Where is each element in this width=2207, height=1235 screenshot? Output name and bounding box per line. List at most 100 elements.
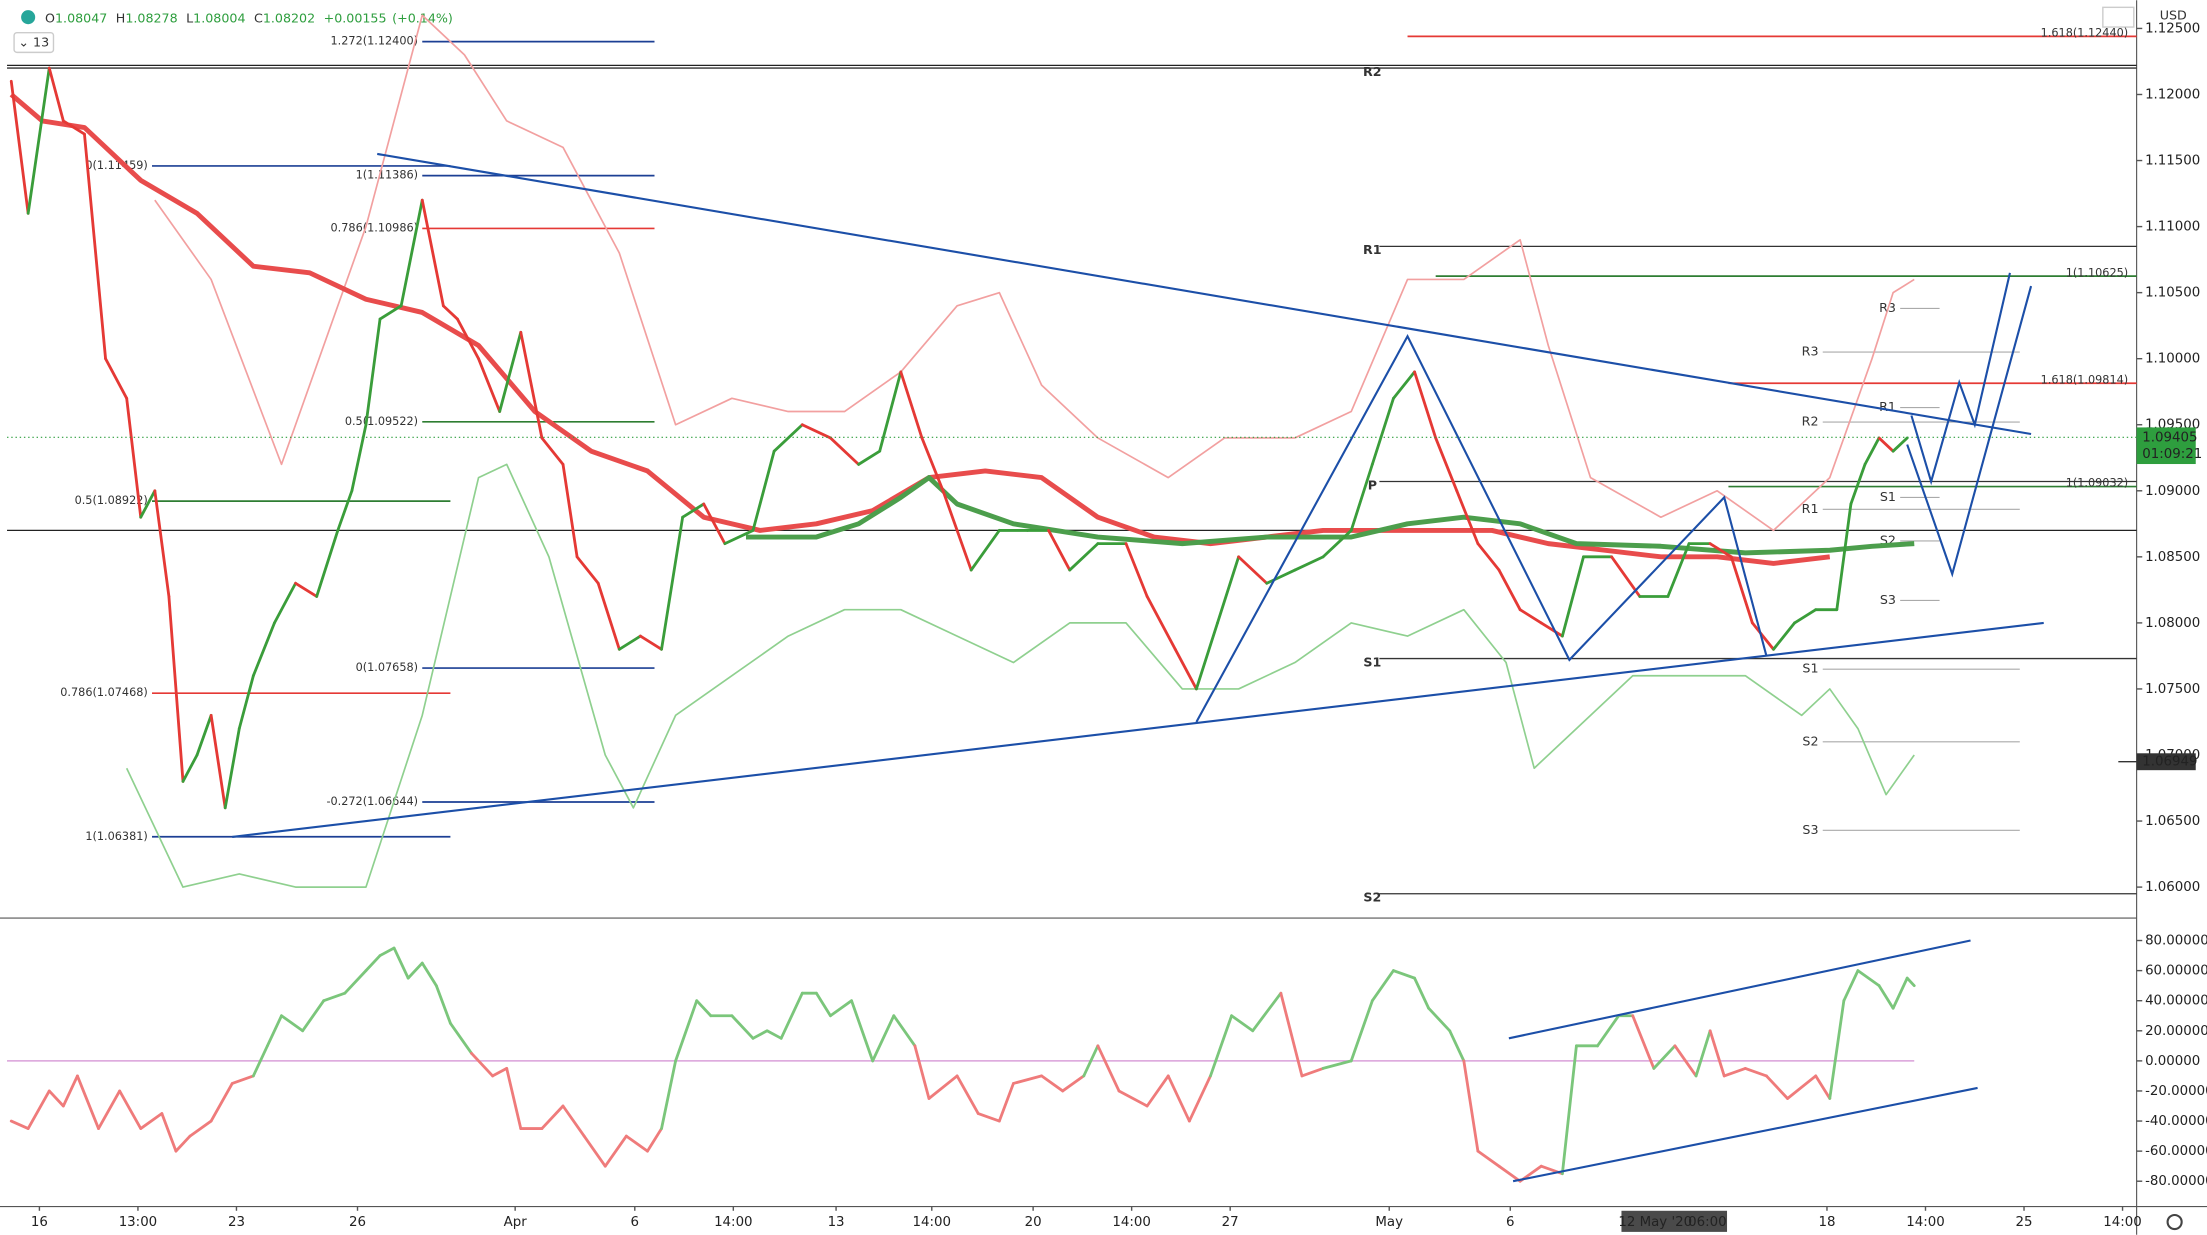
oscillator-segment: [266, 1014, 283, 1048]
oscillator-segment: [695, 999, 713, 1018]
ohlc-header: O1.08047 H1.08278 L1.08004 C1.08202 +0.00155…: [45, 10, 453, 25]
minor-pivot-label: S1: [1880, 489, 1896, 504]
x-tick-label: 14:00: [714, 1215, 753, 1230]
fib-label: 0(1.11459): [85, 159, 147, 172]
price-segment: [1560, 555, 1585, 638]
price-segment: [1047, 529, 1072, 572]
oscillator-segment: [420, 961, 438, 988]
price-segment: [639, 634, 663, 651]
price-segment: [364, 317, 382, 427]
oscillator-segment: [61, 1074, 79, 1108]
oscillator-segment: [1082, 1044, 1100, 1078]
oscillator-segment: [1413, 976, 1431, 1010]
oscillator-segment: [955, 1074, 980, 1115]
ohlc-value: 1.08004: [193, 10, 245, 25]
price-segment: [1666, 542, 1691, 598]
cursor-time: 06:00: [1688, 1215, 1727, 1230]
oscillator-segment: [188, 1119, 213, 1138]
oscillator-segment: [1370, 969, 1395, 1003]
oscillator-segment: [561, 1104, 586, 1138]
oscillator-segment: [1012, 1074, 1043, 1085]
ohlc-value: 1.08202: [263, 10, 315, 25]
oscillator-segment: [392, 946, 410, 980]
fib-label: 0.5(1.09522): [345, 415, 418, 428]
x-tick-label: 14:00: [913, 1215, 952, 1230]
oscillator-segment: [364, 954, 382, 973]
price-segment: [1321, 529, 1353, 559]
x-tick-label: 14:00: [1112, 1215, 1151, 1230]
price-segment: [660, 515, 685, 651]
price-segment: [139, 489, 157, 519]
price-segment: [1293, 555, 1325, 572]
oscillator-segment: [1786, 1074, 1818, 1100]
price-segment: [167, 595, 185, 783]
price-segment: [1772, 621, 1797, 651]
oscillator-segment: [1392, 969, 1416, 980]
oscillator-segment: [1279, 991, 1304, 1078]
price-segment: [1216, 555, 1241, 625]
price-segment: [251, 621, 276, 678]
currency: USD: [2160, 7, 2187, 22]
pivot-label: S2: [1363, 889, 1381, 904]
oscillator-segment: [1814, 1074, 1832, 1100]
price-segment: [1124, 542, 1149, 598]
price-segment: [315, 529, 340, 598]
price-segment: [477, 357, 502, 413]
price-segment: [336, 489, 354, 532]
price-segment: [681, 502, 706, 519]
oscillator-segment: [1673, 1044, 1698, 1078]
settings-icon[interactable]: [2166, 1213, 2183, 1231]
y-tick-label: 1.07500: [2145, 682, 2200, 697]
oscillator-segment: [1842, 969, 1860, 1003]
oscillator-segment: [892, 1014, 917, 1048]
trendline: [1910, 272, 2011, 486]
trendline: [1512, 1086, 1978, 1183]
oscillator-segment: [1877, 984, 1895, 1010]
oscillator-segment: [730, 1014, 755, 1040]
interval-badge[interactable]: [13, 31, 55, 54]
y-tick-label: 1.12000: [2145, 87, 2200, 102]
price-segment: [1237, 555, 1269, 585]
price-segment: [9, 79, 30, 215]
interval: ⌄ 13: [18, 34, 49, 49]
oscillator-segment: [927, 1074, 959, 1100]
price-segment: [209, 713, 227, 810]
oscillator-segment: [674, 999, 699, 1063]
last-price-box: [2136, 427, 2196, 465]
toolbar-buttons[interactable]: [2102, 6, 2135, 28]
ohlc-key: O: [45, 10, 55, 25]
price-segment: [1476, 542, 1501, 572]
y-tick-label: 1.10500: [2145, 286, 2200, 301]
price-segment: [800, 423, 832, 440]
oscillator-segment: [1166, 1074, 1191, 1123]
price-segment: [969, 529, 1001, 572]
price-segment: [1750, 621, 1775, 651]
oscillator-segment: [779, 991, 804, 1040]
trendline: [1195, 333, 1768, 723]
oscillator-segment: [976, 1112, 1001, 1123]
y-tick-label: 1.06500: [2145, 814, 2200, 829]
symbol-icon[interactable]: [21, 10, 36, 25]
trendline: [377, 152, 2032, 436]
y-tick-label: 60.00000: [2145, 964, 2207, 979]
x-tick-label: 16: [31, 1215, 48, 1230]
cursor-price-box: [2136, 753, 2196, 771]
x-tick-label: 13:00: [119, 1215, 158, 1230]
price-segment: [26, 66, 51, 215]
oscillator-segment: [1117, 1089, 1149, 1108]
indicator-line: [154, 14, 1915, 532]
price-segment: [941, 489, 973, 572]
minor-pivot-label: S3: [1802, 822, 1818, 837]
oscillator-segment: [1187, 1074, 1212, 1123]
y-tick-label: -60.00000: [2145, 1144, 2207, 1159]
price-segment: [1265, 568, 1297, 585]
price-segment: [751, 449, 776, 532]
oscillator-segment: [1349, 999, 1374, 1063]
price-segment: [1194, 621, 1219, 691]
price-segment: [1434, 436, 1459, 493]
oscillator-segment: [1722, 1066, 1747, 1078]
oscillator-segment: [97, 1089, 122, 1130]
oscillator-segment: [378, 946, 396, 957]
price-segment: [1793, 608, 1818, 625]
fib-label: 1(1.10625): [2066, 266, 2128, 279]
